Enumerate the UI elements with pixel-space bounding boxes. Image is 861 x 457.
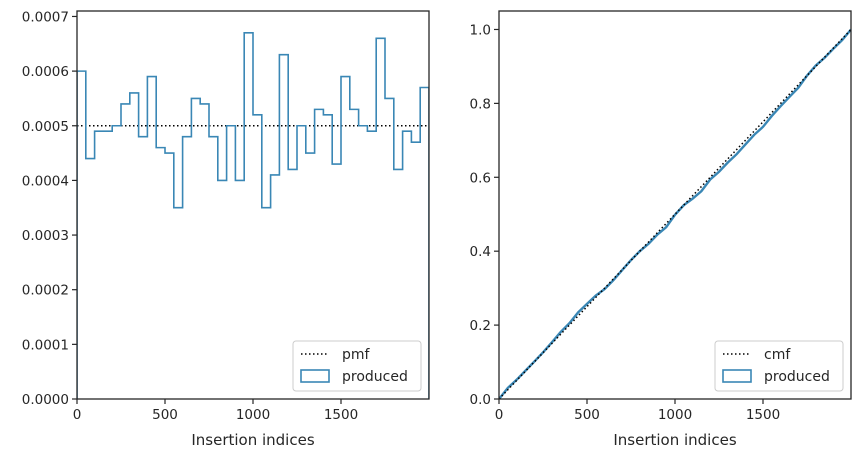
cmf-panel: 0 500 1000 1500 0.0 0.2 0.4 0.6 0.8 1.0 Insertio… [470,10,852,449]
cmf-y-axis-ticks: 0.0 0.2 0.4 0.6 0.8 1.0 [470,22,499,408]
y-tick-label: 0.0000 [22,392,69,408]
y-tick-label: 0.0005 [22,119,69,135]
y-tick-label: 0.0002 [22,283,69,299]
x-tick-label: 500 [574,407,600,423]
pmf-histogram-panel: 0 500 1000 1500 0.00000.00010.00020.00030.0… [22,9,430,449]
pmf-plot-area [77,32,429,399]
cmf-legend: cmf produced [714,340,844,392]
cmf-x-axis-label: Insertion indices [613,431,736,449]
pmf-x-axis-label: Insertion indices [191,431,314,449]
x-tick-label: 1000 [658,407,692,423]
pmf-x-axis-ticks: 0 500 1000 1500 [73,399,358,423]
pmf-y-axis-ticks: 0.0000 0.0001 0.0002 0.0003 0.0004 0.0005 0.00… [22,9,77,408]
y-tick-label: 0.4 [470,244,491,260]
y-tick-label: 0.2 [470,318,491,334]
pmf-legend-label-produced: produced [342,369,408,385]
x-tick-label: 1500 [324,407,358,423]
y-tick-label: 0.0003 [22,228,69,244]
y-tick-label: 0.0 [470,392,491,408]
produced-histogram-step [77,32,429,399]
x-tick-label: 1000 [236,407,270,423]
pmf-legend-label-pmf: pmf [342,347,371,363]
pmf-legend: pmf produced [292,340,422,392]
pmf-legend-swatch-produced [300,369,330,383]
y-tick-label: 0.0004 [22,173,69,189]
pmf-axes-frame [76,10,430,400]
cmf-reference-line [499,28,851,399]
y-tick-label: 0.0001 [22,337,69,353]
cmf-legend-swatch-produced [722,369,752,383]
produced-cumulative-line [499,28,851,399]
y-tick-label: 0.8 [470,96,491,112]
cmf-legend-label-produced: produced [764,369,830,385]
y-tick-label: 1.0 [470,22,491,38]
y-tick-label: 0.0006 [22,64,69,80]
x-tick-label: 1500 [746,407,780,423]
y-tick-label: 0.6 [470,170,491,186]
y-tick-label: 0.0007 [22,9,69,25]
x-tick-label: 0 [73,407,82,423]
cmf-axes-frame [498,10,852,400]
cmf-legend-label-cmf: cmf [764,347,791,363]
x-tick-label: 500 [152,407,178,423]
cmf-x-axis-ticks: 0 500 1000 1500 [495,399,780,423]
x-tick-label: 0 [495,407,504,423]
cmf-plot-area [499,28,851,399]
